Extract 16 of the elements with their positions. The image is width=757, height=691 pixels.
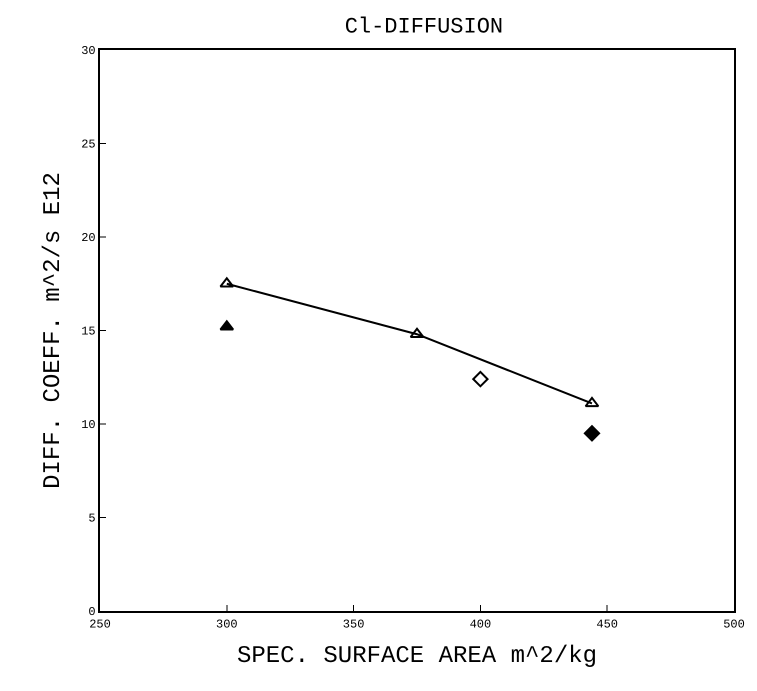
y-tick-label: 30 bbox=[81, 44, 96, 58]
x-axis-title: SPEC. SURFACE AREA m^2/kg bbox=[236, 643, 598, 670]
x-tick-label: 350 bbox=[342, 617, 364, 632]
x-tick-label: 450 bbox=[596, 617, 618, 632]
y-tick-label: 15 bbox=[81, 324, 96, 339]
x-tick-label: 500 bbox=[723, 617, 745, 632]
x-tick-label: 300 bbox=[216, 617, 238, 632]
x-tick-label: 250 bbox=[89, 617, 111, 632]
y-tick-label: 20 bbox=[81, 231, 96, 246]
y-tick-label: 5 bbox=[88, 512, 96, 526]
chart-title: Cl-DIFFUSION bbox=[344, 14, 504, 40]
y-tick-label: 25 bbox=[81, 138, 96, 152]
x-tick-label: 400 bbox=[470, 617, 492, 632]
y-axis-title: DIFF. COEFF. m^2/s E12 bbox=[40, 172, 67, 489]
y-tick-label: 0 bbox=[88, 605, 96, 620]
y-tick-label: 10 bbox=[81, 418, 96, 432]
